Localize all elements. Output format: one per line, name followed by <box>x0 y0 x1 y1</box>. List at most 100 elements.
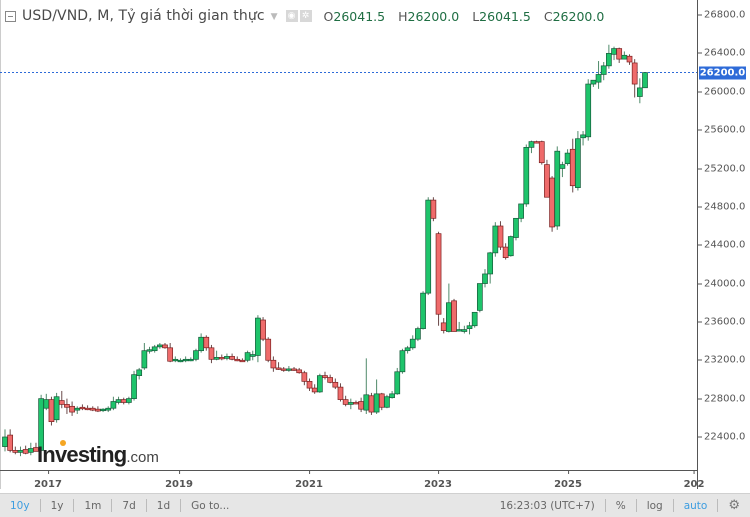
candle[interactable] <box>435 231 442 326</box>
candle[interactable] <box>162 343 168 349</box>
candle[interactable] <box>363 358 370 414</box>
candle[interactable] <box>203 335 210 351</box>
candle[interactable] <box>74 406 81 414</box>
candle[interactable] <box>353 400 359 405</box>
visibility-eye-icon[interactable]: ◉ <box>285 10 298 22</box>
candle[interactable] <box>167 343 174 363</box>
candle[interactable] <box>198 333 204 353</box>
candle[interactable] <box>569 138 576 193</box>
range-7d-button[interactable]: 7d <box>122 499 136 512</box>
candle[interactable] <box>440 318 447 334</box>
time-axis[interactable]: 2017 2019 2021 2023 2025 202 <box>0 470 704 490</box>
candle[interactable] <box>22 445 29 455</box>
candle[interactable] <box>84 405 91 411</box>
candle[interactable] <box>301 370 308 386</box>
candle[interactable] <box>229 353 235 361</box>
candle[interactable] <box>461 325 468 334</box>
candle[interactable] <box>120 397 127 405</box>
candle[interactable] <box>296 367 303 374</box>
candle[interactable] <box>151 344 158 353</box>
candle[interactable] <box>358 397 364 413</box>
candle[interactable] <box>507 235 514 257</box>
candle[interactable] <box>616 47 623 63</box>
candle[interactable] <box>316 373 323 393</box>
candle[interactable] <box>100 408 106 413</box>
candle[interactable] <box>549 176 555 232</box>
candle[interactable] <box>43 393 50 411</box>
candle[interactable] <box>213 350 220 361</box>
candle[interactable] <box>260 317 266 342</box>
candle[interactable] <box>409 335 416 350</box>
chart-settings-gear-icon[interactable]: ⚙ <box>728 498 740 513</box>
range-10y-button[interactable]: 10y <box>10 499 30 512</box>
candle[interactable] <box>446 283 452 333</box>
candle[interactable] <box>17 446 24 457</box>
candle[interactable] <box>64 398 70 414</box>
candle[interactable] <box>368 392 375 415</box>
candle[interactable] <box>538 140 545 165</box>
candle[interactable] <box>487 251 494 284</box>
candle[interactable] <box>626 54 633 65</box>
candle[interactable] <box>69 401 75 416</box>
candle[interactable] <box>172 356 179 363</box>
candle[interactable] <box>146 346 153 354</box>
candle[interactable] <box>420 291 426 330</box>
candle[interactable] <box>399 348 406 374</box>
candle[interactable] <box>533 140 540 144</box>
candle[interactable] <box>131 370 137 401</box>
candle[interactable] <box>58 390 65 409</box>
candle[interactable] <box>631 59 638 98</box>
candle[interactable] <box>564 149 571 166</box>
candle[interactable] <box>291 366 297 371</box>
range-1m-button[interactable]: 1m <box>84 499 102 512</box>
collapse-legend-icon[interactable] <box>5 10 16 22</box>
candlestick-plot[interactable] <box>0 0 697 470</box>
candle[interactable] <box>48 396 55 426</box>
candle[interactable] <box>249 350 256 361</box>
percent-scale-button[interactable]: % <box>615 499 626 512</box>
candle[interactable] <box>126 396 132 405</box>
candle[interactable] <box>456 321 463 332</box>
candle[interactable] <box>466 321 473 335</box>
candle[interactable] <box>38 394 44 452</box>
chevron-down-icon[interactable]: ▼ <box>270 12 278 22</box>
candle[interactable] <box>177 358 184 363</box>
candle[interactable] <box>234 356 241 362</box>
candle[interactable] <box>12 446 19 455</box>
candle[interactable] <box>208 344 215 364</box>
candle[interactable] <box>218 354 225 361</box>
candle[interactable] <box>327 374 334 384</box>
candle[interactable] <box>415 326 421 342</box>
candle[interactable] <box>110 396 117 411</box>
candle[interactable] <box>187 357 194 362</box>
candle[interactable] <box>394 367 401 395</box>
candle[interactable] <box>53 392 60 423</box>
candle[interactable] <box>389 390 395 399</box>
candle[interactable] <box>430 197 437 222</box>
candle[interactable] <box>342 395 349 407</box>
candle[interactable] <box>239 358 246 363</box>
candle[interactable] <box>471 311 478 328</box>
range-1y-button[interactable]: 1y <box>50 499 64 512</box>
candle[interactable] <box>275 362 282 370</box>
candle[interactable] <box>513 217 519 241</box>
candle[interactable] <box>554 146 561 230</box>
candle[interactable] <box>286 366 292 372</box>
candle[interactable] <box>373 379 380 414</box>
candle[interactable] <box>425 197 432 296</box>
candle[interactable] <box>451 298 457 332</box>
candle[interactable] <box>347 398 354 410</box>
candle[interactable] <box>575 131 581 191</box>
goto-button[interactable]: Go to... <box>191 499 230 512</box>
candle[interactable] <box>27 442 34 456</box>
candle[interactable] <box>621 51 628 60</box>
price-axis[interactable]: 26800.0 26400.0 26000.0 25600.0 25200.0 … <box>697 0 750 489</box>
candle[interactable] <box>337 383 344 402</box>
candle[interactable] <box>642 72 648 89</box>
candle[interactable] <box>523 144 530 207</box>
candle[interactable] <box>79 404 86 411</box>
candle[interactable] <box>244 350 251 363</box>
candle[interactable] <box>255 315 261 363</box>
candle[interactable] <box>497 221 504 250</box>
candle[interactable] <box>378 392 385 411</box>
